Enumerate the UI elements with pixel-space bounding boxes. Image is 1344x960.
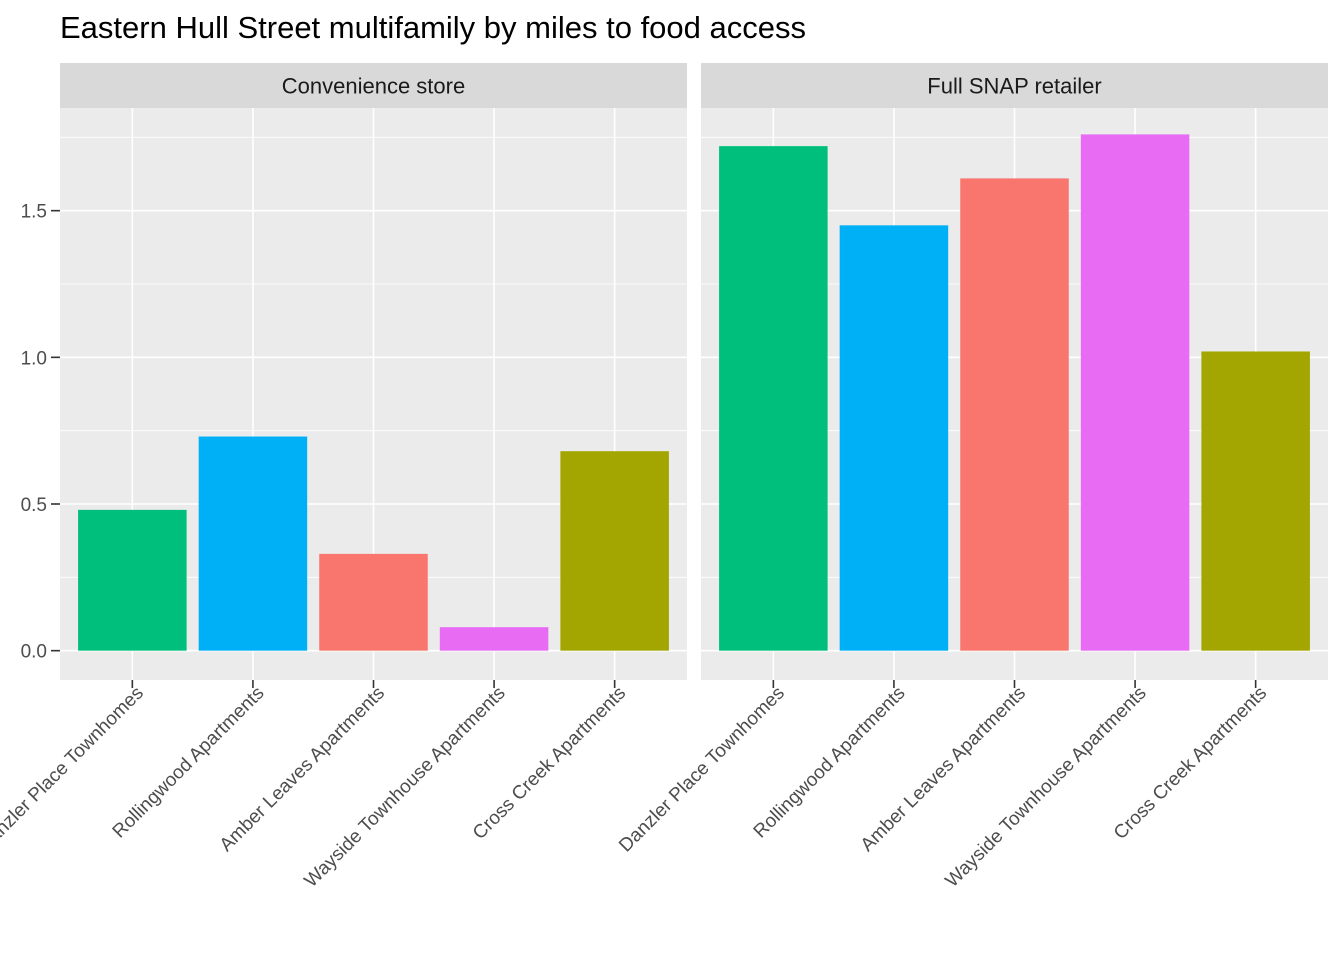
y-tick-label: 1.0 bbox=[21, 348, 47, 369]
bar-rollingwood-apartments bbox=[839, 225, 949, 651]
bar-wayside-townhouse-apartments bbox=[439, 627, 549, 651]
bar-danzler-place-townhomes bbox=[78, 509, 187, 651]
x-tick-label: Wayside Townhouse Apartments bbox=[301, 683, 510, 892]
y-tick-label: 0.5 bbox=[21, 495, 47, 516]
y-tick-label: 0.0 bbox=[21, 642, 47, 663]
bar-wayside-townhouse-apartments bbox=[1080, 134, 1190, 651]
y-tick-label: 1.5 bbox=[21, 202, 47, 223]
bar-amber-leaves-apartments bbox=[319, 553, 428, 651]
facet-strip-label: Convenience store bbox=[282, 74, 465, 99]
bar-cross-creek-apartments bbox=[560, 451, 669, 651]
chart-title: Eastern Hull Street multifamily by miles… bbox=[60, 10, 806, 45]
facet-strip bbox=[60, 63, 687, 108]
bar-rollingwood-apartments bbox=[198, 436, 308, 651]
bar-danzler-place-townhomes bbox=[719, 146, 828, 651]
facet-strip-label: Full SNAP retailer bbox=[927, 74, 1101, 99]
bar-cross-creek-apartments bbox=[1201, 351, 1310, 651]
bar-amber-leaves-apartments bbox=[960, 178, 1069, 651]
facet-strip bbox=[701, 63, 1328, 108]
x-tick-label: Wayside Townhouse Apartments bbox=[942, 683, 1151, 892]
y-axis: 0.0 0.5 1.0 1.5 bbox=[21, 202, 60, 663]
